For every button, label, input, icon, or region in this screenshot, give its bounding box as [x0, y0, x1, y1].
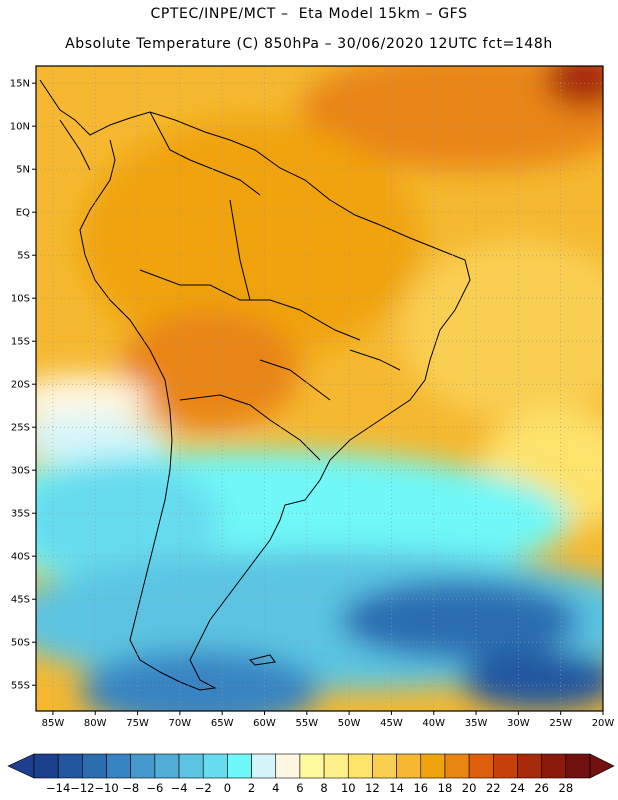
- lat-tick-label: 40S: [11, 552, 30, 563]
- colorbar-arrow-high: [589, 753, 615, 779]
- temperature-field: [36, 66, 603, 711]
- colorbar-swatch: [347, 753, 373, 779]
- lat-tick-label: 35S: [11, 509, 30, 520]
- lon-tick-label: 20W: [592, 718, 615, 729]
- colorbar-swatch: [275, 753, 301, 779]
- lat-tick-label: 30S: [11, 466, 30, 477]
- lat-tick-label: 50S: [11, 638, 30, 649]
- colorbar-label: −8: [122, 781, 139, 795]
- lat-tick-label: 5S: [17, 251, 30, 262]
- colorbar-swatch: [251, 753, 277, 779]
- colorbar-swatch: [493, 753, 518, 779]
- color-legend: [7, 753, 615, 779]
- lat-tick-label: 5N: [16, 165, 30, 176]
- lon-tick-label: 80W: [84, 718, 107, 729]
- colorbar-swatch: [372, 753, 397, 779]
- colorbar-swatch: [33, 753, 59, 779]
- lat-tick-label: 55S: [11, 681, 30, 692]
- latitude-tick-labels: 15N 10N 5N EQ 5S 10S 15S 20S 25S 30S 35S 40S 45S 50S 5…: [10, 79, 36, 692]
- colorbar-label: 8: [320, 781, 327, 795]
- colorbar-swatch: [57, 753, 83, 779]
- lon-tick-label: 25W: [549, 718, 572, 729]
- colorbar-label: −10: [94, 781, 118, 795]
- colorbar-label: 14: [389, 781, 404, 795]
- lat-tick-label: 15N: [10, 79, 30, 90]
- colorbar-swatch: [202, 753, 228, 779]
- colorbar-swatch: [541, 753, 567, 779]
- colorbar-label: −4: [171, 781, 188, 795]
- lon-tick-label: 35W: [465, 718, 488, 729]
- chart-title: CPTEC/INPE/MCT – Eta Model 15km – GFS: [150, 6, 468, 22]
- colorbar-label: −14: [46, 781, 70, 795]
- colorbar-label: 10: [341, 781, 356, 795]
- lat-tick-label: 10S: [11, 294, 30, 305]
- lon-tick-label: 70W: [169, 718, 192, 729]
- lat-tick-label: 10N: [10, 122, 30, 133]
- lon-tick-label: 45W: [380, 718, 403, 729]
- colorbar-swatch: [323, 753, 349, 779]
- lon-tick-label: 60W: [253, 718, 276, 729]
- color-legend-labels: −14 −12 −10 −8 −6 −4 −2 0 2 4 6 8 10 12 14 16 18 20 22 24 26…: [46, 781, 573, 795]
- colorbar-label: 26: [534, 781, 549, 795]
- colorbar-swatch: [420, 753, 446, 779]
- colorbar-swatch: [565, 753, 591, 779]
- lat-tick-label: 45S: [11, 595, 30, 606]
- coastline: [39, 79, 471, 691]
- lon-tick-label: 40W: [422, 718, 445, 729]
- colorbar-swatch: [130, 753, 156, 779]
- colorbar-label: 2: [248, 781, 255, 795]
- map-frame: [35, 65, 604, 712]
- colorbar-label: 4: [272, 781, 279, 795]
- colorbar-swatch: [468, 753, 494, 779]
- colorbar-label: 0: [224, 781, 231, 795]
- colorbar-swatch: [396, 753, 422, 779]
- colorbar-swatch: [106, 753, 131, 779]
- colorbar-label: 20: [462, 781, 477, 795]
- colorbar-label: −6: [146, 781, 163, 795]
- lon-tick-label: 75W: [126, 718, 149, 729]
- lon-tick-label: 50W: [338, 718, 361, 729]
- colorbar-swatch: [517, 753, 542, 779]
- longitude-tick-labels: 85W 80W 75W 70W 65W 60W 55W 50W 45W 40W 35W 30W 25W 2…: [42, 711, 615, 729]
- colorbar-label: −2: [195, 781, 212, 795]
- colorbar-swatch: [227, 753, 252, 779]
- colorbar-label: 16: [413, 781, 428, 795]
- lon-tick-label: 65W: [211, 718, 234, 729]
- colorbar-swatch: [82, 753, 107, 779]
- lat-tick-label: 15S: [11, 337, 30, 348]
- graticule: [36, 66, 604, 711]
- colorbar-swatch: [178, 753, 204, 779]
- colorbar-label: 24: [510, 781, 525, 795]
- colorbar-swatch: [299, 753, 325, 779]
- lat-tick-label: 20S: [11, 380, 30, 391]
- lat-tick-label: 25S: [11, 423, 30, 434]
- lon-tick-label: 30W: [507, 718, 530, 729]
- lon-tick-label: 85W: [42, 718, 65, 729]
- colorbar-label: 6: [296, 781, 303, 795]
- colorbar-label: 28: [559, 781, 574, 795]
- colorbar-label: 18: [438, 781, 453, 795]
- colorbar-label: 22: [486, 781, 501, 795]
- colorbar-label: 12: [365, 781, 380, 795]
- colorbar-label: −12: [70, 781, 94, 795]
- colorbar-swatch: [444, 753, 470, 779]
- chart-subtitle: Absolute Temperature (C) 850hPa – 30/06/…: [65, 36, 553, 52]
- lon-tick-label: 55W: [295, 718, 318, 729]
- colorbar-swatch: [154, 753, 180, 779]
- lat-tick-label: EQ: [16, 208, 30, 219]
- colorbar-arrow-low: [7, 753, 35, 779]
